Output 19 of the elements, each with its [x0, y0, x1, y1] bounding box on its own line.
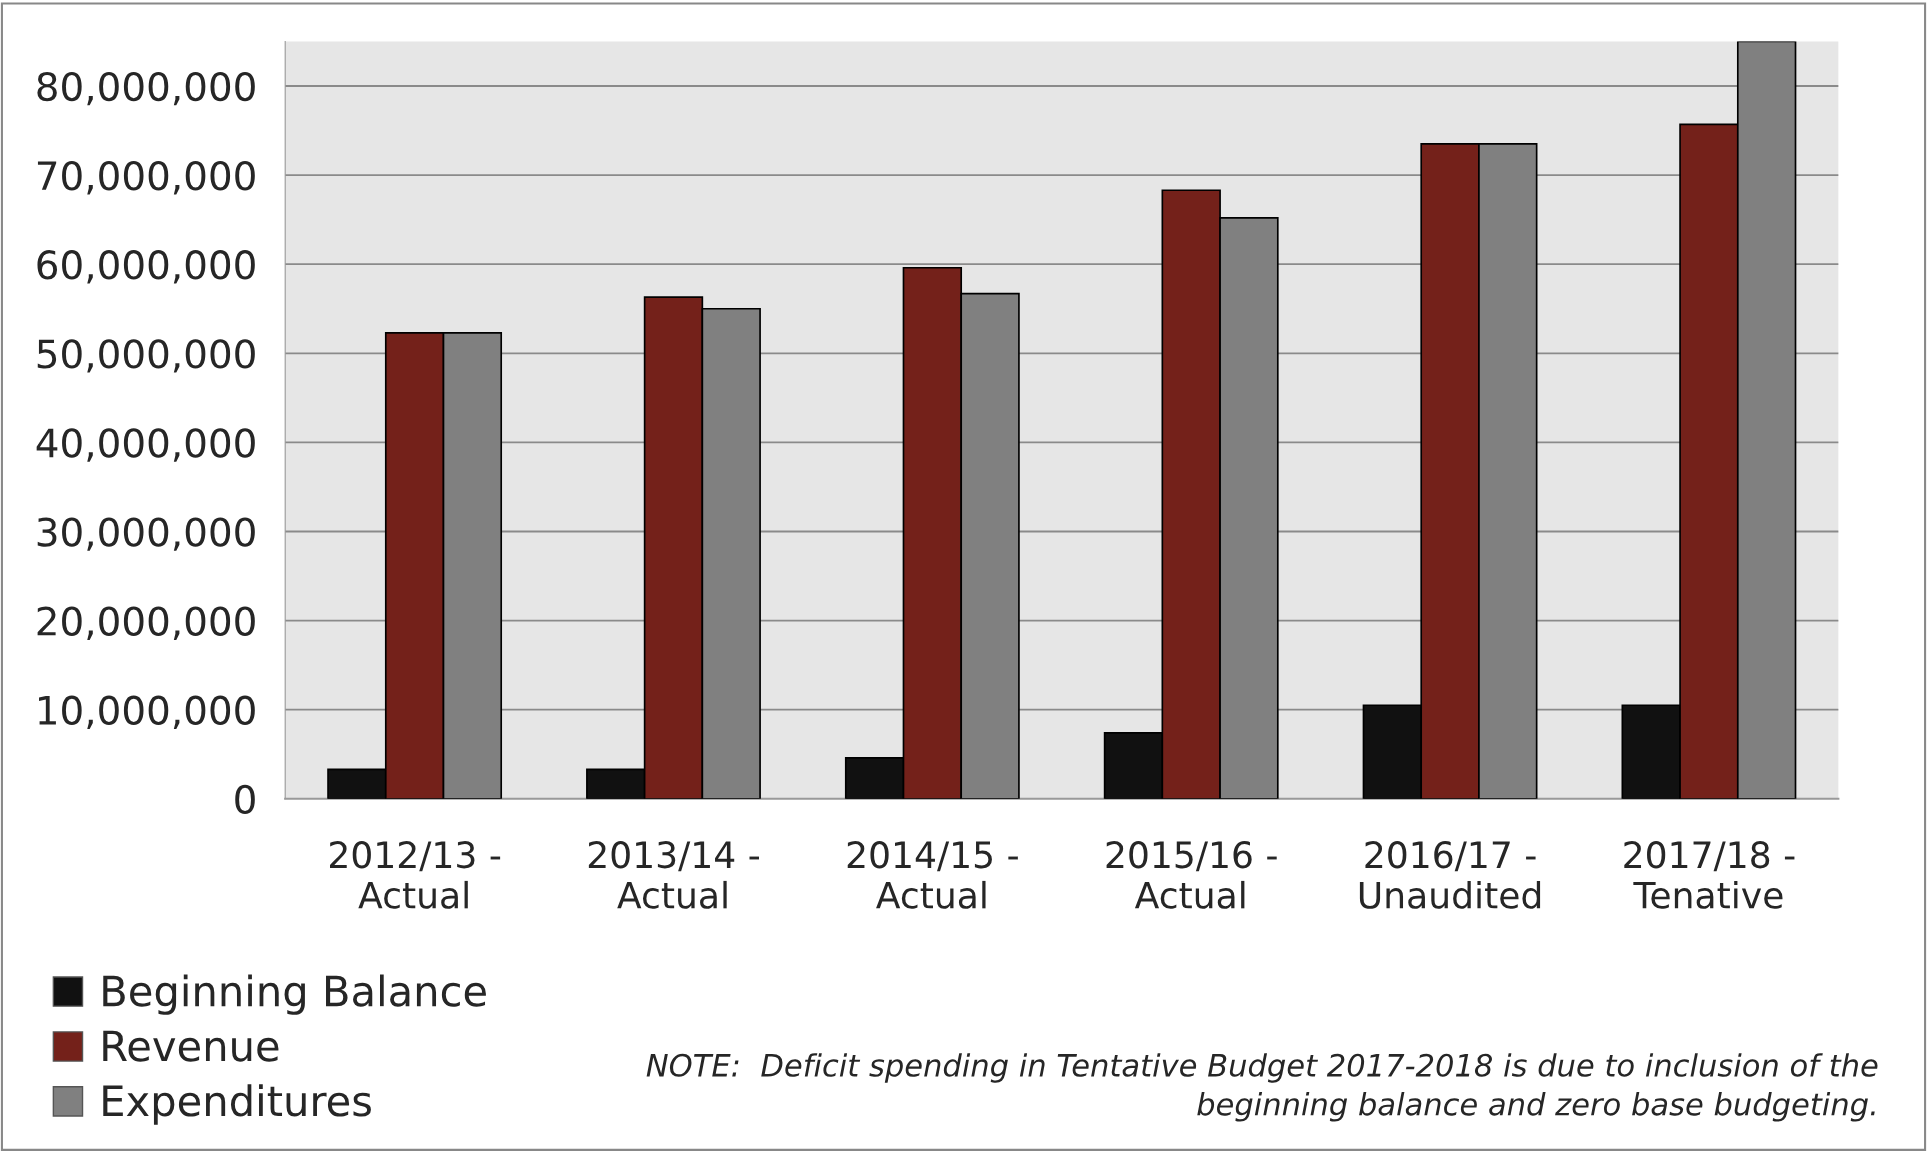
y-tick-label: 80,000,000 — [37, 71, 255, 106]
y-tick-label: 70,000,000 — [37, 161, 255, 195]
y-tick-label: 60,000,000 — [37, 250, 255, 284]
y-tick-label: 20,000,000 — [37, 606, 255, 640]
y-tick-label: 40,000,000 — [36, 428, 255, 462]
legend-label: Revenue — [103, 1030, 279, 1062]
y-tick-label: 10,000,000 — [39, 695, 255, 729]
legend-label: Beginning Balance — [103, 974, 486, 1015]
x-tick-label: 2012/13 - Actual — [330, 841, 501, 909]
x-tick-label: 2015/16 - Actual — [1106, 841, 1277, 909]
x-tick-label: 2016/17 - Unaudited — [1359, 841, 1541, 909]
x-tick-label: 2014/15 - Actual — [847, 841, 1018, 909]
text: NOTE: Deficit spending in Tentative Budget 2017-2018 is due to inclusion of the beginning balance and zero base budgeting. — [646, 1053, 1878, 1122]
y-tick-label: 30,000,000 — [37, 517, 255, 551]
x-tick-label: 2013/14 - Actual — [588, 841, 759, 909]
y-tick-label: 0 — [235, 784, 255, 815]
legend-label: Expenditures — [103, 1084, 371, 1125]
y-tick-label: 50,000,000 — [37, 339, 255, 373]
x-tick-label: 2017/18 - Tenative — [1624, 841, 1795, 909]
